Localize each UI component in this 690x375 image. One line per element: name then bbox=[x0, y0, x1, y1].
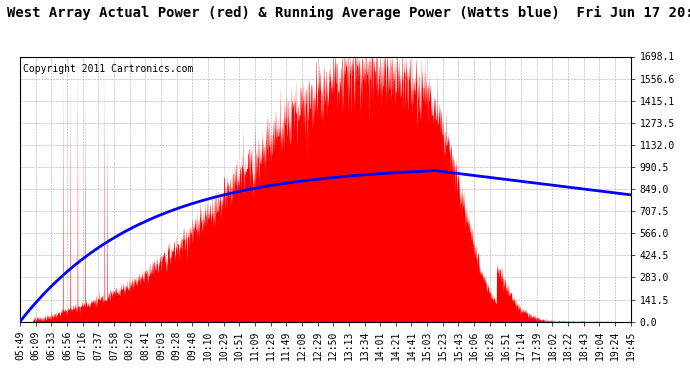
Text: Copyright 2011 Cartronics.com: Copyright 2011 Cartronics.com bbox=[23, 64, 193, 75]
Text: West Array Actual Power (red) & Running Average Power (Watts blue)  Fri Jun 17 2: West Array Actual Power (red) & Running … bbox=[7, 6, 690, 20]
